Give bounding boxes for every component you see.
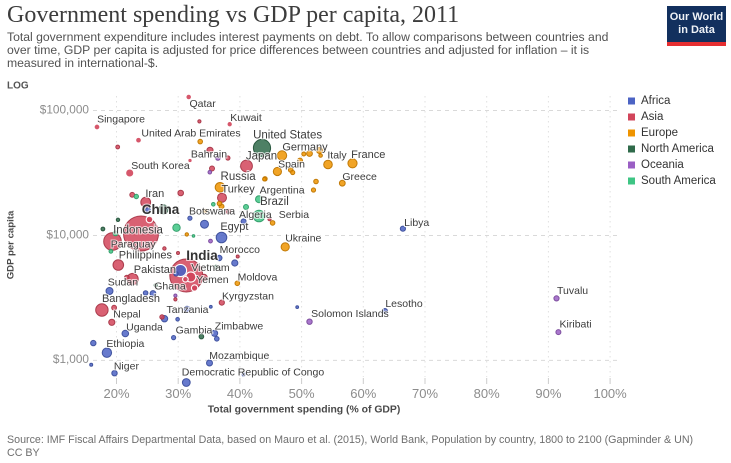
- svg-text:Brazil: Brazil: [260, 196, 289, 208]
- svg-text:Indonesia: Indonesia: [113, 224, 163, 236]
- svg-text:20%: 20%: [103, 386, 129, 401]
- svg-text:Ethiopia: Ethiopia: [106, 338, 144, 350]
- svg-text:$100,000: $100,000: [40, 102, 90, 116]
- svg-text:Kiribati: Kiribati: [560, 319, 592, 331]
- svg-text:Spain: Spain: [278, 159, 305, 171]
- svg-text:Morocco: Morocco: [220, 244, 260, 256]
- svg-text:Kyrgyzstan: Kyrgyzstan: [222, 291, 274, 303]
- svg-text:GDP per capita: GDP per capita: [6, 210, 17, 279]
- svg-text:South Korea: South Korea: [131, 160, 190, 172]
- svg-text:Germany: Germany: [282, 141, 328, 153]
- svg-text:Serbia: Serbia: [279, 209, 310, 221]
- svg-text:Bahrain: Bahrain: [191, 148, 227, 160]
- svg-text:United Arab Emirates: United Arab Emirates: [141, 127, 240, 139]
- svg-text:Libya: Libya: [404, 217, 429, 229]
- svg-text:$10,000: $10,000: [46, 227, 89, 241]
- svg-text:Total government spending (% o: Total government spending (% of GDP): [208, 405, 401, 416]
- svg-text:40%: 40%: [227, 386, 253, 401]
- svg-text:Bangladesh: Bangladesh: [102, 293, 160, 305]
- svg-text:Singapore: Singapore: [97, 114, 145, 126]
- svg-text:France: France: [351, 149, 385, 161]
- svg-text:Paraguay: Paraguay: [111, 239, 157, 251]
- svg-text:North America: North America: [641, 143, 714, 155]
- svg-text:Mozambique: Mozambique: [209, 350, 269, 362]
- svg-text:70%: 70%: [412, 386, 438, 401]
- svg-text:Tanzania: Tanzania: [166, 304, 208, 316]
- svg-text:Moldova: Moldova: [238, 271, 278, 283]
- svg-text:United States: United States: [253, 129, 322, 141]
- svg-text:Egypt: Egypt: [220, 221, 248, 233]
- svg-text:Ghana: Ghana: [154, 281, 186, 293]
- svg-text:Nepal: Nepal: [113, 309, 140, 321]
- svg-text:Argentina: Argentina: [260, 185, 305, 197]
- svg-text:100%: 100%: [593, 386, 627, 401]
- svg-text:Lesotho: Lesotho: [385, 298, 423, 310]
- svg-text:Qatar: Qatar: [189, 98, 216, 110]
- svg-text:Iran: Iran: [145, 188, 164, 200]
- svg-text:Japan: Japan: [246, 151, 277, 163]
- svg-text:Africa: Africa: [641, 95, 671, 107]
- svg-text:Botswana: Botswana: [189, 206, 235, 218]
- svg-text:Kuwait: Kuwait: [230, 112, 262, 124]
- svg-text:Turkey: Turkey: [221, 183, 255, 195]
- svg-text:Asia: Asia: [641, 111, 664, 123]
- svg-text:30%: 30%: [165, 386, 191, 401]
- svg-text:Russia: Russia: [221, 171, 257, 183]
- svg-text:Philippines: Philippines: [119, 249, 173, 261]
- svg-text:China: China: [142, 202, 180, 217]
- svg-text:Italy: Italy: [327, 150, 347, 162]
- svg-text:50%: 50%: [289, 386, 315, 401]
- svg-text:Yemen: Yemen: [196, 274, 228, 286]
- svg-text:Europe: Europe: [641, 127, 678, 139]
- svg-text:Greece: Greece: [342, 171, 377, 183]
- svg-text:Sudan: Sudan: [108, 277, 139, 289]
- svg-text:Uganda: Uganda: [126, 321, 163, 333]
- svg-text:80%: 80%: [474, 386, 500, 401]
- svg-text:Zimbabwe: Zimbabwe: [215, 320, 264, 332]
- svg-text:Algeria: Algeria: [239, 209, 272, 221]
- svg-text:Solomon Islands: Solomon Islands: [311, 308, 389, 320]
- svg-text:Democratic Republic of Congo: Democratic Republic of Congo: [182, 367, 325, 379]
- svg-text:Oceania: Oceania: [641, 159, 684, 171]
- svg-text:Gambia: Gambia: [176, 325, 213, 337]
- svg-text:LOG: LOG: [7, 81, 29, 92]
- svg-text:India: India: [186, 248, 218, 263]
- svg-text:Pakistan: Pakistan: [134, 264, 176, 276]
- svg-text:Tuvalu: Tuvalu: [557, 285, 588, 297]
- svg-text:90%: 90%: [535, 386, 561, 401]
- svg-text:South America: South America: [641, 175, 716, 187]
- svg-text:$1,000: $1,000: [53, 352, 90, 366]
- svg-text:60%: 60%: [350, 386, 376, 401]
- svg-text:Niger: Niger: [114, 360, 140, 372]
- svg-text:Vietnam: Vietnam: [191, 262, 230, 274]
- svg-text:Ukraine: Ukraine: [285, 232, 321, 244]
